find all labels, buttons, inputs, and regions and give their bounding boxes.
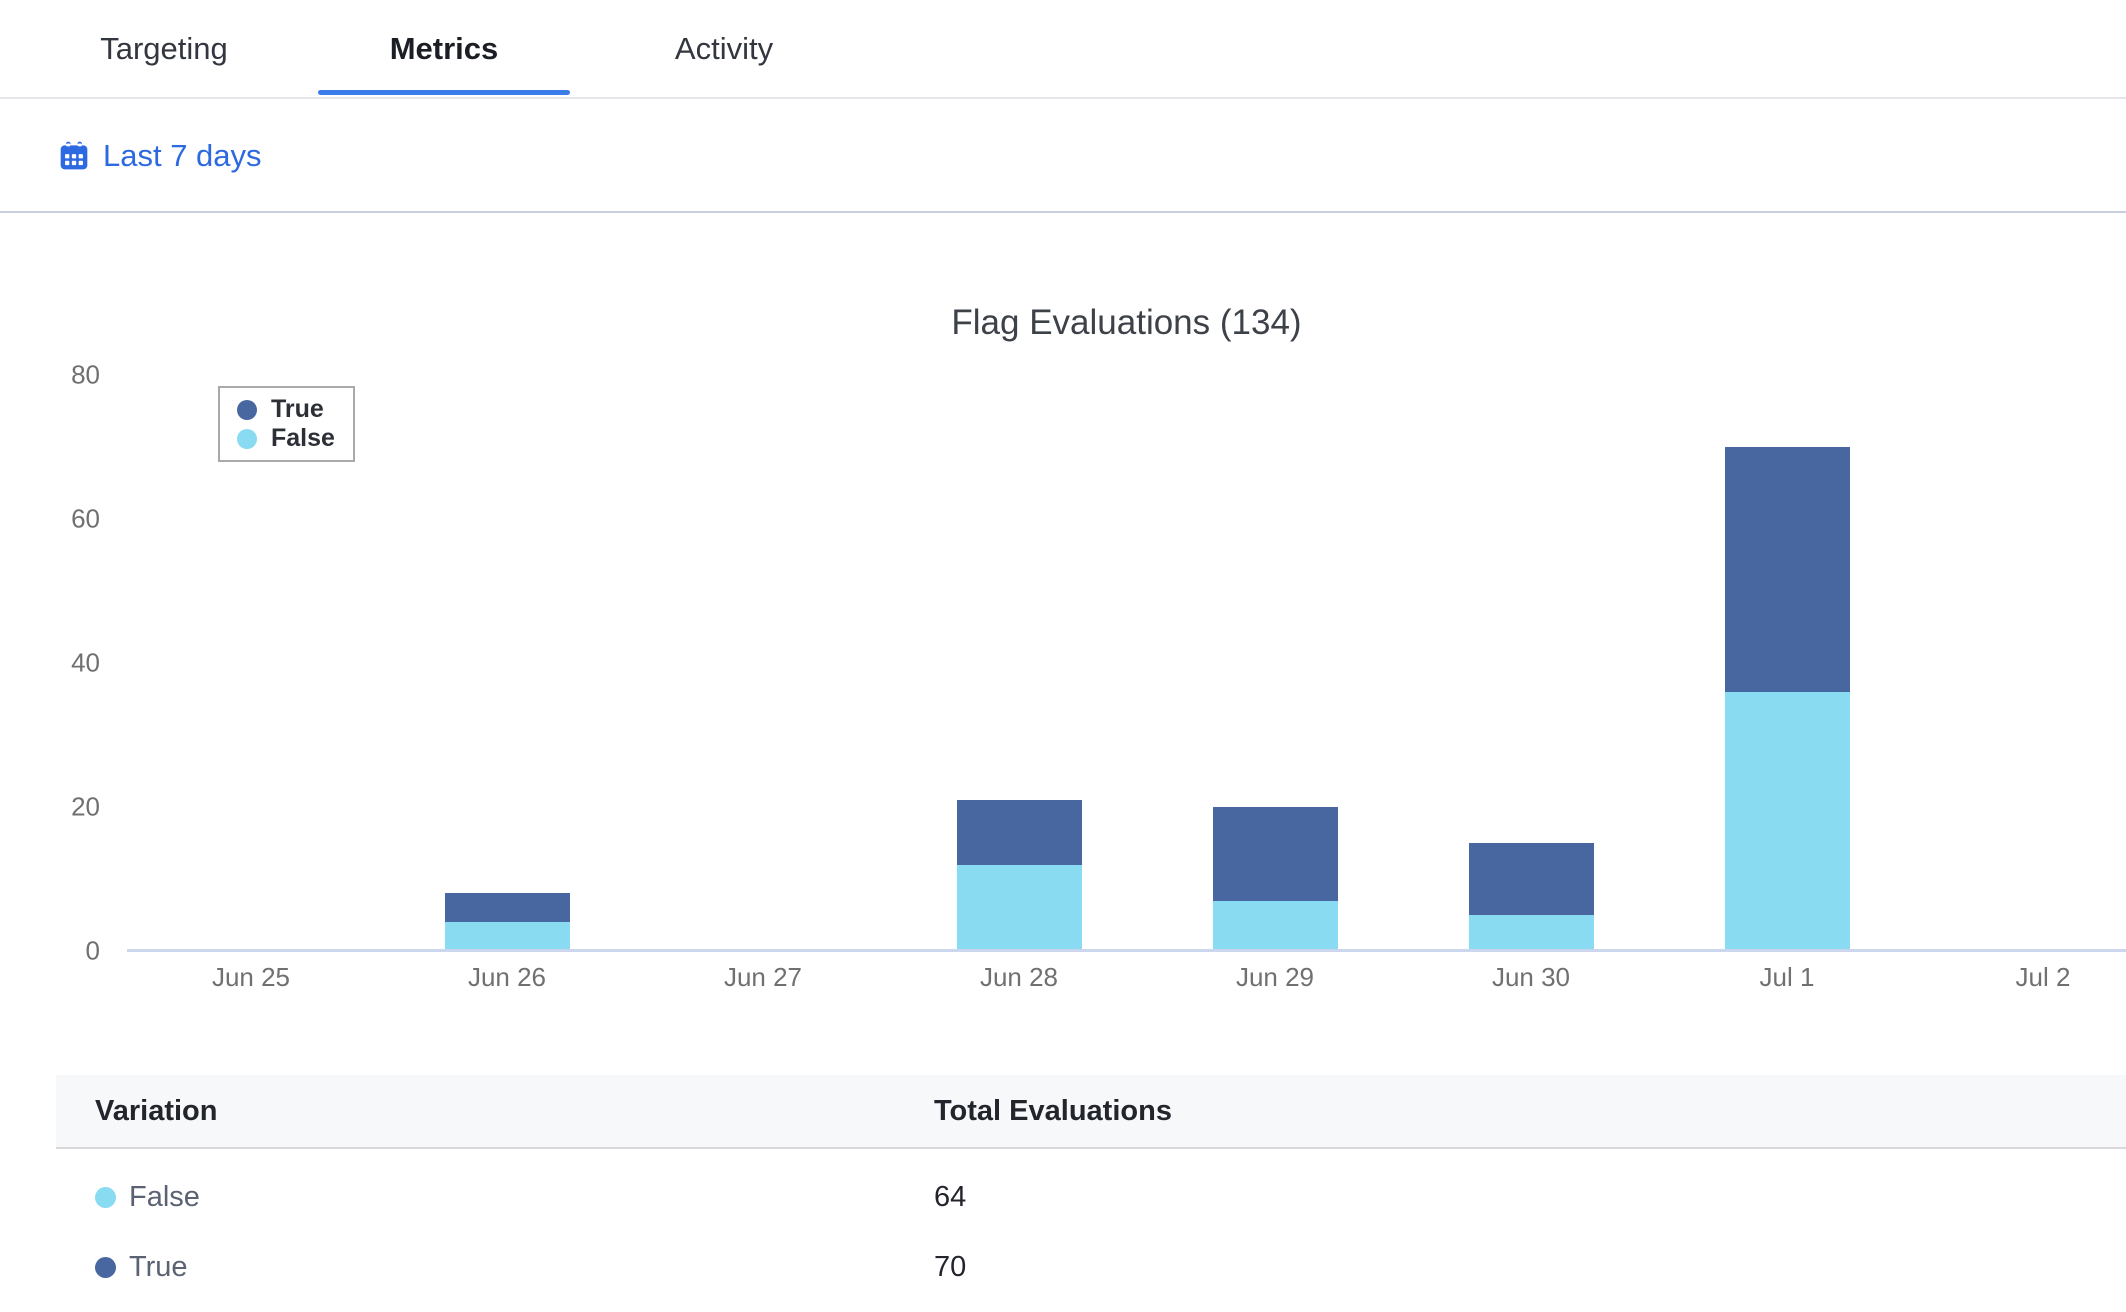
column-header-variation: Variation [95,1094,218,1127]
x-axis-tick-label: Jul 2 [2015,962,2071,992]
x-axis-tick-label: Jun 30 [1491,962,1571,992]
bar-segment-true [1212,807,1338,901]
bar-segment-true [444,893,570,923]
y-axis-tick-label: 0 [85,935,100,966]
y-axis-tick-label: 80 [71,359,100,390]
x-axis-tick-label: Jun 28 [979,962,1059,992]
x-axis-tick-label: Jun 25 [211,962,291,992]
date-filter-row: Last 7 days [0,101,2126,213]
bar-segment-false [1468,915,1594,951]
bar-segment-true [1724,447,1850,692]
x-axis-tick-label: Jun 26 [467,962,547,992]
variation-label-false: False [129,1180,200,1213]
x-axis-tick-label: Jul 1 [1759,962,1815,992]
variation-table-header: Variation Total Evaluations [56,1075,2126,1149]
bar-segment-true [1468,843,1594,915]
legend-dot-false [237,428,257,449]
chart-title: Flag Evaluations (134) [951,303,1302,342]
bar-segment-true [956,799,1082,865]
variation-cell-false: False [95,1160,200,1234]
chart-legend: True False [218,386,355,462]
variation-dot-false [95,1186,116,1208]
legend-dot-true [237,399,257,420]
legend-item-false: False [237,424,335,453]
y-axis-tick-label: 60 [71,503,100,534]
table-row-true: True 70 [56,1230,2126,1304]
x-axis-tick-label: Jun 29 [1235,962,1315,992]
table-row-false: False 64 [56,1160,2126,1234]
tab-activity[interactable]: Activity [598,0,850,97]
total-evaluations-false: 64 [934,1180,967,1213]
legend-label-true: True [271,395,324,423]
legend-label-false: False [271,424,335,452]
column-header-total-evaluations: Total Evaluations [934,1094,1172,1127]
active-tab-underline [318,90,570,95]
tab-targeting[interactable]: Targeting [38,0,290,97]
date-range-filter[interactable]: Last 7 days [58,138,262,174]
tab-metrics[interactable]: Metrics [318,0,570,97]
variation-cell-true: True [95,1230,188,1304]
bar-segment-false [444,922,570,951]
tab-targeting-label: Targeting [100,30,228,66]
tab-bar: Targeting Metrics Activity [0,0,2126,99]
date-range-label: Last 7 days [103,138,262,173]
total-evaluations-true: 70 [934,1250,967,1283]
y-axis-tick-label: 20 [71,791,100,822]
x-axis-tick-label: Jun 27 [723,962,803,992]
legend-item-true: True [237,395,335,424]
bar-segment-false [1212,900,1338,951]
variation-dot-true [95,1256,116,1278]
x-axis-line [127,949,2126,952]
tab-metrics-label: Metrics [389,30,499,66]
variation-label-true: True [129,1250,188,1283]
tab-activity-label: Activity [674,30,774,66]
bar-segment-false [956,864,1082,951]
calendar-icon [58,140,90,172]
bar-segment-false [1724,691,1850,951]
y-axis-tick-label: 40 [71,647,100,678]
